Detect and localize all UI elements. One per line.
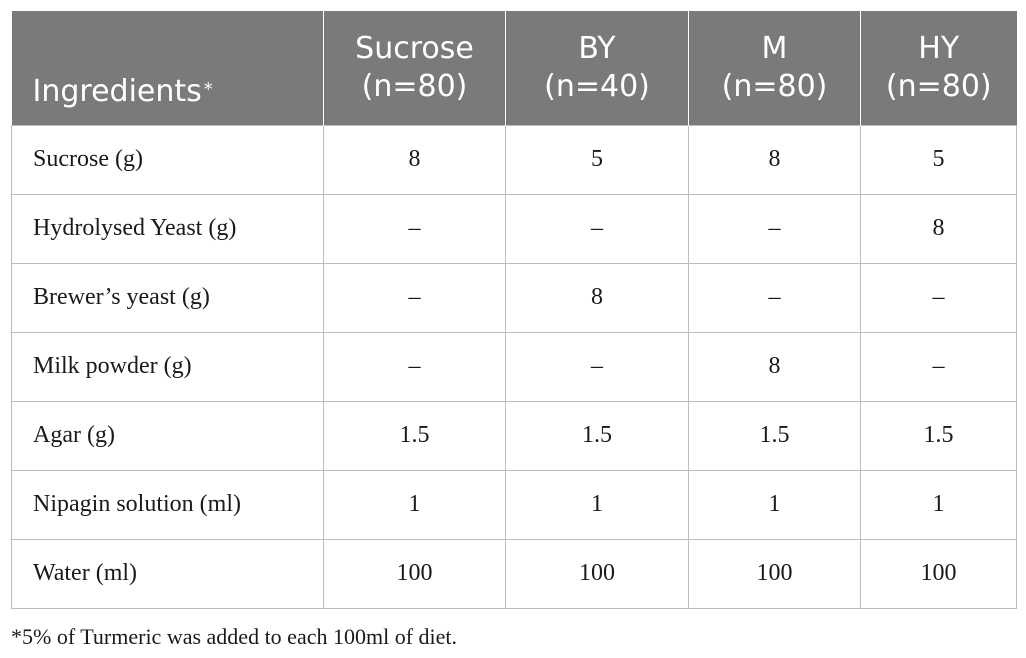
header-m-n: (n=80) [721,68,828,104]
table-row: Milk powder (g) – – 8 – [11,331,1017,402]
cell-m: – [688,193,861,264]
table-row: Sucrose (g) 8 5 8 5 [11,124,1017,195]
cell-hy: – [860,331,1017,402]
row-label: Brewer’s yeast (g) [11,262,324,333]
table-row: Water (ml) 100 100 100 100 [11,538,1017,609]
row-label: Water (ml) [11,538,324,609]
cell-by: 100 [505,538,689,609]
cell-sucrose: – [323,262,506,333]
header-m: M (n=80) [688,11,861,125]
cell-m: 100 [688,538,861,609]
cell-hy: – [860,262,1017,333]
cell-m: 1.5 [688,400,861,471]
cell-sucrose: – [323,331,506,402]
header-by: BY (n=40) [505,11,689,125]
row-label: Milk powder (g) [11,331,324,402]
cell-hy: 8 [860,193,1017,264]
cell-by: 5 [505,124,689,195]
cell-by: 1.5 [505,400,689,471]
row-label: Sucrose (g) [11,124,324,195]
cell-hy: 1.5 [860,400,1017,471]
header-hy-n: (n=80) [885,68,992,104]
table-footnote: *5% of Turmeric was added to each 100ml … [11,624,458,649]
header-row: Ingredients * Sucrose (n=80) BY (n=40) M … [11,11,1017,125]
cell-m: 8 [688,124,861,195]
header-hy-name: HY [918,30,960,66]
cell-m: 1 [688,469,861,540]
cell-m: 8 [688,331,861,402]
cell-by: – [505,331,689,402]
cell-sucrose: 100 [323,538,506,609]
cell-hy: 100 [860,538,1017,609]
header-ingredients: Ingredients * [11,11,324,125]
table-row: Agar (g) 1.5 1.5 1.5 1.5 [11,400,1017,471]
table-row: Nipagin solution (ml) 1 1 1 1 [11,469,1017,540]
table-row: Hydrolysed Yeast (g) – – – 8 [11,193,1017,264]
diet-composition-table-container: Ingredients * Sucrose (n=80) BY (n=40) M … [11,11,1017,609]
header-by-name: BY [578,30,616,66]
header-m-name: M [761,30,788,66]
cell-hy: 5 [860,124,1017,195]
row-label: Agar (g) [11,400,324,471]
cell-sucrose: 1.5 [323,400,506,471]
cell-by: – [505,193,689,264]
row-label: Hydrolysed Yeast (g) [11,193,324,264]
cell-hy: 1 [860,469,1017,540]
table-header: Ingredients * Sucrose (n=80) BY (n=40) M … [11,11,1017,125]
table-row: Brewer’s yeast (g) – 8 – – [11,262,1017,333]
cell-m: – [688,262,861,333]
cell-by: 8 [505,262,689,333]
header-by-n: (n=40) [544,68,650,104]
diet-composition-table: Ingredients * Sucrose (n=80) BY (n=40) M … [11,11,1017,609]
cell-by: 1 [505,469,689,540]
header-hy: HY (n=80) [860,11,1017,125]
header-sucrose-n: (n=80) [361,68,468,104]
header-ingredients-label: Ingredients [32,73,202,109]
cell-sucrose: 1 [323,469,506,540]
header-ingredients-marker: * [203,78,213,100]
cell-sucrose: 8 [323,124,506,195]
row-label: Nipagin solution (ml) [11,469,324,540]
header-sucrose: Sucrose (n=80) [323,11,506,125]
header-sucrose-name: Sucrose [355,30,474,66]
cell-sucrose: – [323,193,506,264]
table-body: Sucrose (g) 8 5 8 5 Hydrolysed Yeast (g)… [11,124,1017,609]
